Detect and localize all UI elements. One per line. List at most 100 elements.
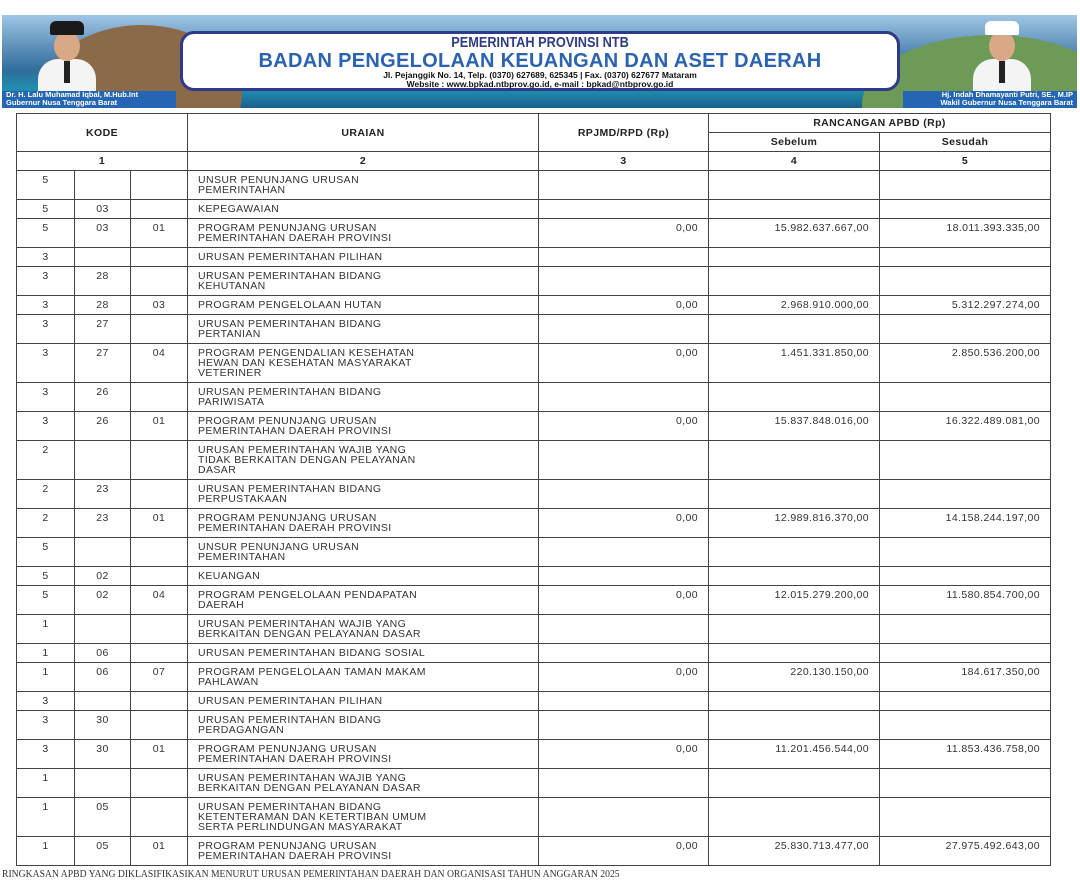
kode-urusan: 1 (16, 614, 75, 644)
kode-program (130, 440, 188, 480)
sesudah-cell (879, 797, 1051, 837)
kode-bidang: 26 (74, 382, 131, 412)
vice-governor-caption: Hj. Indah Dhamayanti Putri, SE., M.IP Wa… (903, 91, 1077, 108)
rpjmd-cell: 0,00 (538, 739, 709, 769)
sesudah-cell (879, 691, 1051, 711)
rpjmd-cell: 0,00 (538, 218, 709, 248)
kode-program (130, 768, 188, 798)
sesudah-cell: 2.850.536.200,00 (879, 343, 1051, 383)
table-row: 5 02 04 PROGRAM PENGELOLAAN PENDAPATAN DAER… (16, 585, 1051, 615)
uraian-cell: PROGRAM PENGELOLAAN HUTAN (187, 295, 539, 315)
sebelum-cell: 12.015.279.200,00 (708, 585, 880, 615)
rpjmd-cell (538, 199, 709, 219)
kode-program (130, 247, 188, 267)
kode-bidang: 28 (74, 266, 131, 296)
sebelum-cell: 220.130.150,00 (708, 662, 880, 692)
kode-program: 01 (130, 508, 188, 538)
rpjmd-cell: 0,00 (538, 508, 709, 538)
sebelum-cell (708, 247, 880, 267)
sebelum-cell (708, 768, 880, 798)
sebelum-cell: 15.982.637.667,00 (708, 218, 880, 248)
column-number: 5 (879, 151, 1051, 171)
kode-urusan: 1 (16, 836, 75, 866)
rpjmd-cell (538, 797, 709, 837)
uraian-cell: KEUANGAN (187, 566, 539, 586)
kode-program: 04 (130, 585, 188, 615)
kode-urusan: 3 (16, 343, 75, 383)
table-row: 2 23 01 PROGRAM PENUNJANG URUSAN PEMERINTAH… (16, 508, 1051, 538)
sesudah-cell (879, 440, 1051, 480)
table-row: 3 26 URUSAN PEMERINTAHAN BIDANG PARIWISATA (16, 382, 1051, 412)
kode-bidang (74, 170, 131, 200)
uraian-cell: URUSAN PEMERINTAHAN WAJIB YANG BERKAITAN… (187, 614, 539, 644)
table-row: 2 URUSAN PEMERINTAHAN WAJIB YANG TIDAK BE… (16, 440, 1051, 480)
header-sesudah: Sesudah (879, 132, 1051, 152)
uraian-cell: URUSAN PEMERINTAHAN BIDANG KEHUTANAN (187, 266, 539, 296)
agency-address: Jl. Pejanggik No. 14, Telp. (0370) 62768… (383, 70, 697, 80)
kode-bidang (74, 247, 131, 267)
kode-urusan: 3 (16, 314, 75, 344)
agency-name: BADAN PENGELOLAAN KEUANGAN DAN ASET DAER… (258, 50, 822, 72)
sebelum-cell (708, 440, 880, 480)
sebelum-cell (708, 537, 880, 567)
kode-bidang: 30 (74, 739, 131, 769)
kode-urusan: 2 (16, 508, 75, 538)
kode-bidang: 23 (74, 508, 131, 538)
kode-program: 01 (130, 218, 188, 248)
government-title: PEMERINTAH PROVINSI NTB (451, 34, 629, 51)
table-row: 2 23 URUSAN PEMERINTAHAN BIDANG PERPUSTAKA… (16, 479, 1051, 509)
uraian-cell: PROGRAM PENUNJANG URUSAN PEMERINTAHAN DA… (187, 739, 539, 769)
kode-program (130, 479, 188, 509)
kode-bidang: 23 (74, 479, 131, 509)
sebelum-cell (708, 479, 880, 509)
sebelum-cell: 11.201.456.544,00 (708, 739, 880, 769)
uraian-cell: URUSAN PEMERINTAHAN BIDANG PERDAGANGAN (187, 710, 539, 740)
uraian-cell: URUSAN PEMERINTAHAN BIDANG SOSIAL (187, 643, 539, 663)
sesudah-cell: 14.158.244.197,00 (879, 508, 1051, 538)
kode-bidang: 05 (74, 836, 131, 866)
uraian-cell: URUSAN PEMERINTAHAN BIDANG KETENTERAMAN … (187, 797, 539, 837)
header-kode: KODE (16, 113, 188, 152)
kode-urusan: 3 (16, 710, 75, 740)
sebelum-cell (708, 643, 880, 663)
rpjmd-cell (538, 566, 709, 586)
kode-bidang (74, 614, 131, 644)
kode-bidang: 30 (74, 710, 131, 740)
kode-urusan: 3 (16, 247, 75, 267)
kode-program (130, 382, 188, 412)
header-rpjmd: RPJMD/RPD (Rp) (538, 113, 709, 152)
kode-urusan: 3 (16, 382, 75, 412)
kode-program (130, 266, 188, 296)
rpjmd-cell: 0,00 (538, 585, 709, 615)
rpjmd-cell (538, 247, 709, 267)
sesudah-cell (879, 382, 1051, 412)
governor-caption: Dr. H. Lalu Muhamad Iqbal, M.Hub.Int Gub… (2, 91, 176, 108)
kode-urusan: 5 (16, 566, 75, 586)
kode-program (130, 170, 188, 200)
kode-bidang: 02 (74, 585, 131, 615)
kode-bidang: 06 (74, 643, 131, 663)
vice-governor-portrait (967, 21, 1037, 101)
kode-bidang (74, 768, 131, 798)
kode-program (130, 566, 188, 586)
kode-urusan: 3 (16, 739, 75, 769)
kode-urusan: 2 (16, 479, 75, 509)
kode-urusan: 5 (16, 170, 75, 200)
kode-urusan: 5 (16, 218, 75, 248)
sesudah-cell: 27.975.492.643,00 (879, 836, 1051, 866)
table-row: 5 03 01 PROGRAM PENUNJANG URUSAN PEMERINTAH… (16, 218, 1051, 248)
kode-program (130, 314, 188, 344)
table-row: 1 05 01 PROGRAM PENUNJANG URUSAN PEMERINTAH… (16, 836, 1051, 866)
uraian-cell: PROGRAM PENGENDALIAN KESEHATAN HEWAN DAN… (187, 343, 539, 383)
kode-bidang: 27 (74, 343, 131, 383)
governor-name: Dr. H. Lalu Muhamad Iqbal, M.Hub.Int (6, 91, 139, 99)
sebelum-cell (708, 382, 880, 412)
table-row: 1 06 07 PROGRAM PENGELOLAAN TAMAN MAKAM PAH… (16, 662, 1051, 692)
kode-urusan: 5 (16, 585, 75, 615)
kode-program: 03 (130, 295, 188, 315)
table-row: 5 03 KEPEGAWAIAN (16, 199, 1051, 219)
kode-urusan: 1 (16, 643, 75, 663)
rpjmd-cell: 0,00 (538, 295, 709, 315)
rpjmd-cell (538, 170, 709, 200)
uraian-cell: URUSAN PEMERINTAHAN WAJIB YANG BERKAITAN… (187, 768, 539, 798)
